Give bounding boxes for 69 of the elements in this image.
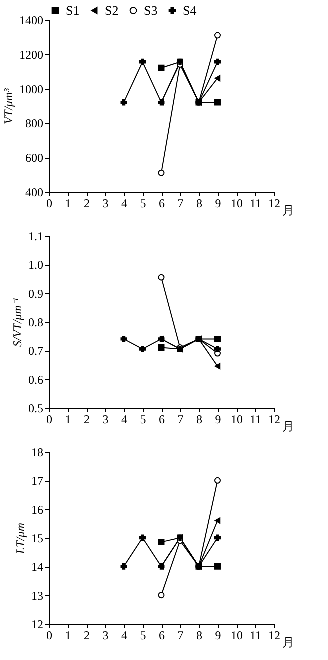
y-tick-label: 400 [26,186,44,200]
y-tick-label: 1.1 [28,230,44,244]
x-tick-label: 2 [84,412,90,426]
x-tick-label: 1 [65,196,72,210]
y-tick-label: 600 [26,151,44,166]
x-tick-label: 1 [65,628,72,642]
x-axis-title: 月 [282,204,294,218]
y-axis-title: VT/μm³ [2,88,16,124]
legend-label: S3 [144,2,158,18]
x-tick-label: 3 [102,412,109,426]
x-tick-label: 6 [159,412,165,426]
y-tick-label: 12 [32,618,44,632]
x-tick-label: 12 [268,412,280,426]
x-tick-label: 8 [196,196,202,210]
x-tick-label: 10 [231,628,243,642]
x-tick-label: 3 [102,196,109,210]
y-tick-label: 13 [32,588,44,603]
y-axis-title: LT/μm [14,522,28,556]
x-tick-label: 8 [196,412,202,426]
x-tick-label: 7 [178,412,184,426]
legend-label: S1 [66,2,80,18]
x-tick-label: 11 [250,412,262,426]
x-tick-label: 9 [215,412,222,426]
y-tick-label: 15 [32,532,44,546]
x-axis-title: 月 [282,420,294,434]
y-axis-title: S/VT/μm⁻¹ [10,298,24,347]
y-tick-label: 0.5 [28,402,44,416]
x-tick-label: 7 [178,628,184,642]
x-tick-label: 7 [178,196,184,210]
y-tick-label: 14 [32,560,44,574]
x-tick-label: 3 [102,628,109,642]
y-tick-label: 800 [26,116,44,131]
x-tick-label: 2 [84,196,90,210]
x-tick-label: 6 [159,196,165,210]
x-tick-label: 6 [159,628,165,642]
x-tick-label: 12 [268,196,280,210]
x-tick-label: 2 [84,628,90,642]
x-tick-label: 11 [250,196,262,210]
x-tick-label: 8 [196,628,202,642]
x-axis-title: 月 [282,636,294,650]
x-tick-label: 1 [65,412,72,426]
x-tick-label: 10 [231,196,243,210]
y-tick-label: 0.7 [28,344,44,358]
x-tick-label: 12 [268,628,280,642]
x-tick-label: 10 [231,412,243,426]
y-tick-label: 0.6 [28,372,44,387]
y-tick-label: 0.9 [28,286,44,301]
y-tick-label: 16 [32,502,44,517]
legend-label: S2 [105,2,119,18]
x-tick-label: 4 [122,628,128,642]
y-tick-label: 18 [32,446,44,460]
x-tick-label: 9 [215,196,222,210]
x-tick-label: 0 [46,196,52,210]
y-tick-label: 17 [32,474,44,488]
x-tick-label: 5 [140,628,146,642]
y-tick-label: 1000 [20,82,44,96]
legend-label: S4 [183,2,198,18]
x-tick-label: 0 [46,412,52,426]
x-tick-label: 4 [122,412,128,426]
y-tick-label: 1200 [20,48,44,62]
x-tick-label: 9 [215,628,222,642]
x-tick-label: 11 [250,628,262,642]
x-tick-label: 0 [46,628,52,642]
x-tick-label: 4 [122,196,128,210]
x-tick-label: 5 [140,196,146,210]
y-tick-label: 1400 [20,14,44,28]
y-tick-label: 1.0 [28,258,44,272]
y-tick-label: 0.8 [28,316,44,330]
x-tick-label: 5 [140,412,146,426]
